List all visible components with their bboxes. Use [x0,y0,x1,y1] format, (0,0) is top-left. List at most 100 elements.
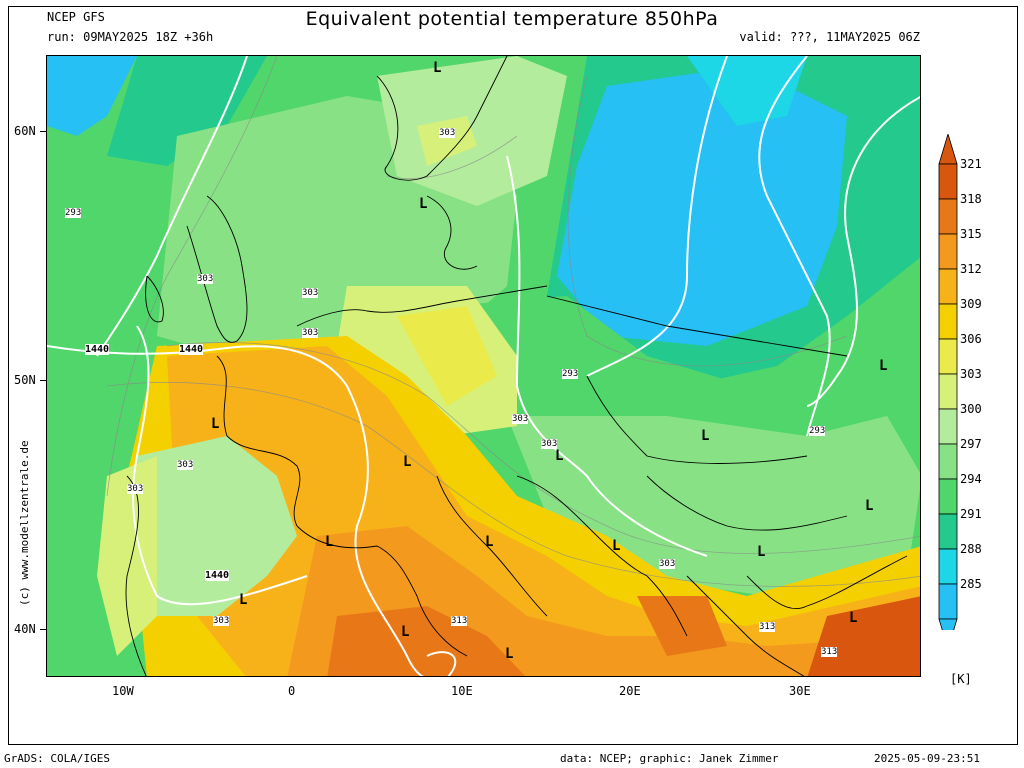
lat-tick [40,629,46,630]
lat-label-60n: 60N [14,124,36,138]
plot-frame [8,6,1018,745]
lon-label-10e: 10E [451,684,473,698]
lon-label-30e: 30E [789,684,811,698]
field-ne [847,56,920,185]
low-marker: L [701,428,710,444]
colorbar-label: 318 [960,192,982,206]
contour-label-303: 303 [302,288,319,298]
field-med-hot [327,606,526,676]
colorbar-cells [938,134,958,630]
contour-label-293: 293 [809,426,826,436]
low-marker: L [239,592,248,608]
field-scand-warm [417,116,477,166]
colorbar-label: 303 [960,367,982,381]
low-marker: L [757,544,766,560]
contour-label-303: 303 [197,274,214,284]
colorbar-label: 288 [960,542,982,556]
colorbar-label: 306 [960,332,982,346]
field-east-cyan [687,56,807,126]
lat-tick [40,131,46,132]
chart-title: Equivalent potential temperature 850hPa [305,8,719,30]
watermark-text: (c) www.modellzentrale.de [18,440,31,606]
colorbar [938,134,958,630]
low-marker: L [433,60,442,76]
low-marker: L [612,538,621,554]
height-label-1440: 1440 [85,344,110,355]
lat-label-50n: 50N [14,373,36,387]
thin-contours [106,56,920,587]
field-iberia-yellow [97,456,157,656]
field-iberia-green [127,436,297,616]
contour-label-303: 303 [439,128,456,138]
lat-tick [40,380,46,381]
low-marker: L [211,416,220,432]
colorbar-label: 285 [960,577,982,591]
lon-label-10w: 10W [112,684,134,698]
contour-label-303: 303 [127,484,144,494]
valid-time: valid: ???, 11MAY2025 06Z [739,30,920,44]
contour-label-293: 293 [65,208,82,218]
low-marker: L [879,358,888,374]
field-east-blue [557,66,847,346]
low-marker: L [325,534,334,550]
colorbar-cell [938,268,958,305]
colorbar-label: 297 [960,437,982,451]
colorbar-label: 315 [960,227,982,241]
colorbar-cell [938,198,958,235]
colorbar-top-arrow [938,134,958,165]
contour-label-303: 303 [302,328,319,338]
colorbar-cell [938,408,958,445]
colorbar-label: 294 [960,472,982,486]
contour-label-313: 313 [759,622,776,632]
colorbar-label: 321 [960,157,982,171]
theta-e-field [47,56,920,676]
colorbar-cell [938,478,958,515]
colorbar-label: 291 [960,507,982,521]
contour-label-293: 293 [562,369,579,379]
colorbar-label: 309 [960,297,982,311]
colorbar-cell [938,513,958,550]
lon-label-20e: 20E [619,684,641,698]
low-marker: L [505,646,514,662]
low-marker: L [865,498,874,514]
colorbar-cell [938,548,958,585]
low-marker: L [401,624,410,640]
coastlines [125,56,908,676]
colorbar-label: 300 [960,402,982,416]
low-marker: L [555,448,564,464]
colorbar-bottom-arrow [938,618,958,630]
field-teal-nw [107,56,267,166]
colorbar-cell [938,338,958,375]
field-atlantic [47,56,247,676]
colorbar-cell [938,233,958,270]
colorbar-cell [938,373,958,410]
low-marker: L [419,196,428,212]
low-marker: L [403,454,412,470]
low-marker: L [485,534,494,550]
contour-label-313: 313 [821,647,838,657]
colorbar-cell [938,443,958,480]
field-germany-warm [397,306,497,406]
contour-label-303: 303 [541,439,558,449]
model-name: NCEP GFS [47,10,105,24]
footer-credit: data: NCEP; graphic: Janek Zimmer [560,752,779,765]
colorbar-label: 312 [960,262,982,276]
contour-label-303: 303 [512,414,529,424]
lat-label-40n: 40N [14,622,36,636]
colorbar-unit: [K] [950,672,972,686]
colorbar-cell [938,583,958,620]
footer-timestamp: 2025-05-09-23:51 [874,752,980,765]
map-area: 303 293 303 303 303 1440 1440 293 303 30… [46,55,921,677]
colorbar-cell [938,163,958,200]
colorbar-cell [938,303,958,340]
contour-label-313: 313 [451,616,468,626]
height-label-1440: 1440 [205,570,230,581]
contour-label-303: 303 [213,616,230,626]
footer-software: GrADS: COLA/IGES [4,752,110,765]
height-label-1440: 1440 [179,344,204,355]
low-marker: L [849,610,858,626]
contour-label-303: 303 [659,559,676,569]
lon-label-0: 0 [288,684,296,698]
contour-label-303: 303 [177,460,194,470]
field-cold-nw [47,56,137,136]
